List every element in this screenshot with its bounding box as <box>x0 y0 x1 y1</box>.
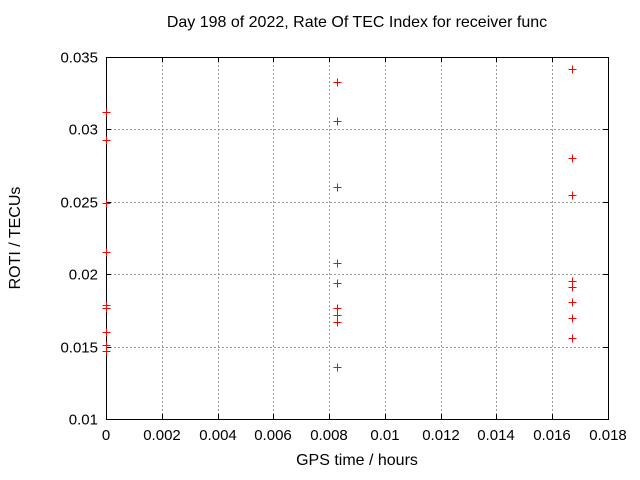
x-tick-label: 0.006 <box>254 427 292 444</box>
y-tick-label: 0.015 <box>60 340 98 357</box>
x-tick-label: 0.018 <box>589 427 627 444</box>
plot-border <box>106 57 609 420</box>
x-tick-label: 0.008 <box>310 427 348 444</box>
x-tick-label: 0.014 <box>477 427 515 444</box>
x-tick-label: 0.016 <box>533 427 571 444</box>
y-tick-label: 0.02 <box>69 267 98 284</box>
x-tick-label: 0.012 <box>422 427 460 444</box>
y-tick-label: 0.01 <box>69 412 98 429</box>
x-tick-label: 0.004 <box>199 427 237 444</box>
x-tick-label: 0.002 <box>143 427 181 444</box>
y-tick-label: 0.035 <box>60 50 98 67</box>
x-tick-label: 0 <box>102 427 110 444</box>
x-tick-label: 0.01 <box>370 427 399 444</box>
y-tick-label: 0.025 <box>60 195 98 212</box>
y-tick-label: 0.03 <box>69 122 98 139</box>
chart-title: Day 198 of 2022, Rate Of TEC Index for r… <box>166 14 548 31</box>
x-axis-label: GPS time / hours <box>296 452 418 469</box>
